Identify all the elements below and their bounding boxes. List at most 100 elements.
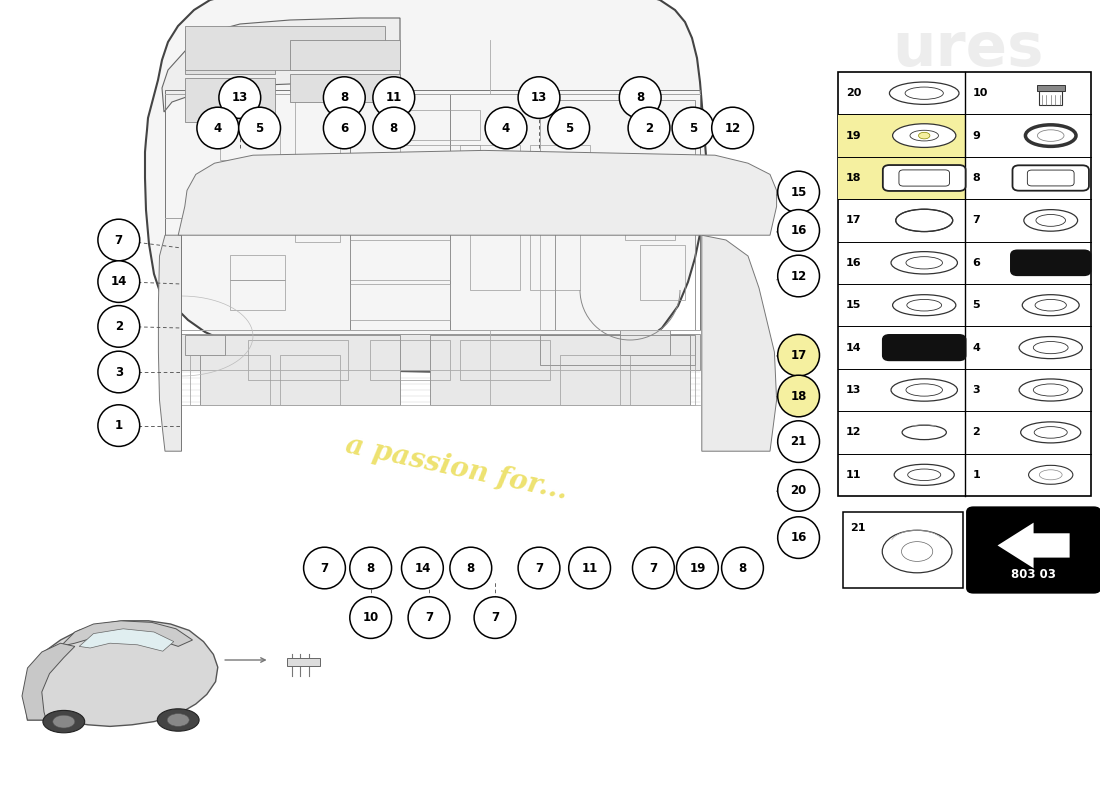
Ellipse shape [778, 517, 820, 558]
Ellipse shape [882, 530, 952, 573]
Text: 14: 14 [415, 562, 430, 574]
Bar [540, 335, 695, 365]
Text: 19: 19 [690, 562, 705, 574]
FancyArrow shape [998, 522, 1069, 568]
Text: 10: 10 [363, 611, 378, 624]
Text: 12: 12 [725, 122, 740, 134]
Text: 19: 19 [950, 70, 986, 94]
Text: 11: 11 [386, 91, 402, 104]
Text: 9: 9 [972, 130, 980, 141]
Bar [220, 165, 280, 195]
Bar [165, 90, 700, 330]
Polygon shape [24, 621, 218, 726]
Text: 11: 11 [582, 562, 597, 574]
Text: 7: 7 [320, 562, 329, 574]
Text: 5: 5 [972, 300, 980, 310]
Text: 2: 2 [645, 122, 653, 134]
Ellipse shape [323, 107, 365, 149]
Text: 2: 2 [114, 320, 123, 333]
Text: 8: 8 [466, 562, 475, 574]
Text: 8: 8 [636, 91, 645, 104]
Bar [220, 130, 280, 160]
Bar [170, 334, 700, 370]
Ellipse shape [474, 597, 516, 638]
Text: 12: 12 [846, 427, 861, 438]
Ellipse shape [323, 77, 365, 118]
Ellipse shape [676, 547, 718, 589]
Bar [640, 245, 685, 300]
Text: 12: 12 [791, 270, 806, 282]
Bar [200, 335, 400, 405]
Ellipse shape [98, 351, 140, 393]
Ellipse shape [239, 107, 280, 149]
Ellipse shape [619, 77, 661, 118]
Text: 7: 7 [114, 234, 123, 246]
FancyBboxPatch shape [843, 512, 962, 588]
Bar [556, 230, 695, 330]
Ellipse shape [304, 547, 345, 589]
Ellipse shape [778, 171, 820, 213]
Ellipse shape [408, 597, 450, 638]
Bar [295, 207, 340, 242]
Ellipse shape [778, 210, 820, 251]
Bar [838, 157, 965, 199]
Bar [560, 355, 620, 405]
Bar [370, 340, 450, 380]
Text: 8: 8 [972, 173, 980, 183]
Text: 16: 16 [791, 224, 806, 237]
Ellipse shape [518, 77, 560, 118]
Bar [185, 335, 226, 355]
Text: 6: 6 [340, 122, 349, 134]
Text: 17: 17 [791, 349, 806, 362]
Text: 11: 11 [846, 470, 861, 480]
Ellipse shape [778, 470, 820, 511]
Text: 13: 13 [846, 385, 861, 395]
Polygon shape [145, 0, 706, 372]
FancyBboxPatch shape [883, 165, 966, 191]
FancyBboxPatch shape [967, 507, 1100, 593]
Ellipse shape [569, 547, 611, 589]
Bar [460, 340, 550, 380]
Text: 6: 6 [972, 258, 980, 268]
Polygon shape [158, 235, 182, 451]
Ellipse shape [778, 334, 820, 376]
Bar [248, 340, 348, 380]
Ellipse shape [712, 107, 754, 149]
Text: 20: 20 [791, 484, 806, 497]
Text: 7: 7 [491, 611, 499, 624]
Ellipse shape [891, 252, 957, 274]
Text: 21: 21 [850, 523, 866, 534]
Bar [190, 355, 270, 405]
Ellipse shape [53, 715, 75, 728]
Text: a passion for...: a passion for... [343, 431, 570, 505]
Ellipse shape [350, 547, 392, 589]
Bar [185, 26, 385, 70]
Bar [295, 100, 340, 160]
Text: 18: 18 [846, 173, 861, 183]
Text: 13: 13 [232, 91, 248, 104]
Bar [185, 30, 275, 74]
Ellipse shape [219, 77, 261, 118]
Text: 3: 3 [972, 385, 980, 395]
Ellipse shape [894, 464, 955, 486]
Text: 20: 20 [846, 88, 861, 98]
Polygon shape [60, 621, 192, 646]
Bar [350, 284, 450, 320]
Ellipse shape [98, 405, 140, 446]
Bar [230, 280, 285, 310]
Ellipse shape [98, 261, 140, 302]
Bar [290, 40, 400, 70]
Text: 7: 7 [649, 562, 658, 574]
Ellipse shape [98, 306, 140, 347]
Bar [838, 114, 965, 157]
Text: 8: 8 [389, 122, 398, 134]
Text: 7: 7 [425, 611, 433, 624]
Text: 4: 4 [502, 122, 510, 134]
Bar [1037, 86, 1065, 90]
Ellipse shape [485, 107, 527, 149]
Bar [625, 200, 675, 240]
Ellipse shape [1021, 422, 1081, 443]
Text: 2: 2 [972, 427, 980, 438]
Text: 8: 8 [366, 562, 375, 574]
Bar [400, 110, 480, 140]
